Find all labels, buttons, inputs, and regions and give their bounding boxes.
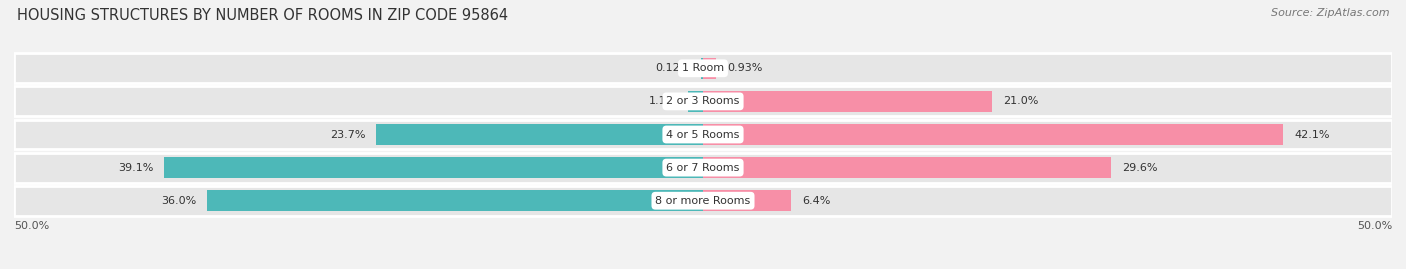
Text: Source: ZipAtlas.com: Source: ZipAtlas.com: [1271, 8, 1389, 18]
Text: 6 or 7 Rooms: 6 or 7 Rooms: [666, 162, 740, 173]
Bar: [14, 186, 1392, 216]
Text: 1 Room: 1 Room: [682, 63, 724, 73]
Text: 39.1%: 39.1%: [118, 162, 153, 173]
Text: 8 or more Rooms: 8 or more Rooms: [655, 196, 751, 206]
Text: 6.4%: 6.4%: [803, 196, 831, 206]
Bar: [702, 58, 703, 79]
Text: 4 or 5 Rooms: 4 or 5 Rooms: [666, 129, 740, 140]
Text: 23.7%: 23.7%: [330, 129, 366, 140]
Bar: [703, 190, 792, 211]
Bar: [703, 91, 993, 112]
Bar: [14, 153, 1392, 182]
Bar: [703, 58, 716, 79]
Text: 0.93%: 0.93%: [727, 63, 762, 73]
Bar: [165, 157, 703, 178]
Bar: [14, 53, 1392, 83]
Text: 21.0%: 21.0%: [1004, 96, 1039, 107]
Bar: [207, 190, 703, 211]
Text: 29.6%: 29.6%: [1122, 162, 1157, 173]
Text: 50.0%: 50.0%: [1357, 221, 1392, 231]
Bar: [377, 124, 703, 145]
Text: 2 or 3 Rooms: 2 or 3 Rooms: [666, 96, 740, 107]
Bar: [14, 87, 1392, 116]
Bar: [688, 91, 703, 112]
Text: HOUSING STRUCTURES BY NUMBER OF ROOMS IN ZIP CODE 95864: HOUSING STRUCTURES BY NUMBER OF ROOMS IN…: [17, 8, 508, 23]
Bar: [703, 124, 1284, 145]
Text: 0.12%: 0.12%: [655, 63, 690, 73]
Text: 36.0%: 36.0%: [160, 196, 195, 206]
Text: 42.1%: 42.1%: [1294, 129, 1330, 140]
Text: 1.1%: 1.1%: [648, 96, 676, 107]
Text: 50.0%: 50.0%: [14, 221, 49, 231]
Bar: [703, 157, 1111, 178]
Bar: [14, 120, 1392, 149]
